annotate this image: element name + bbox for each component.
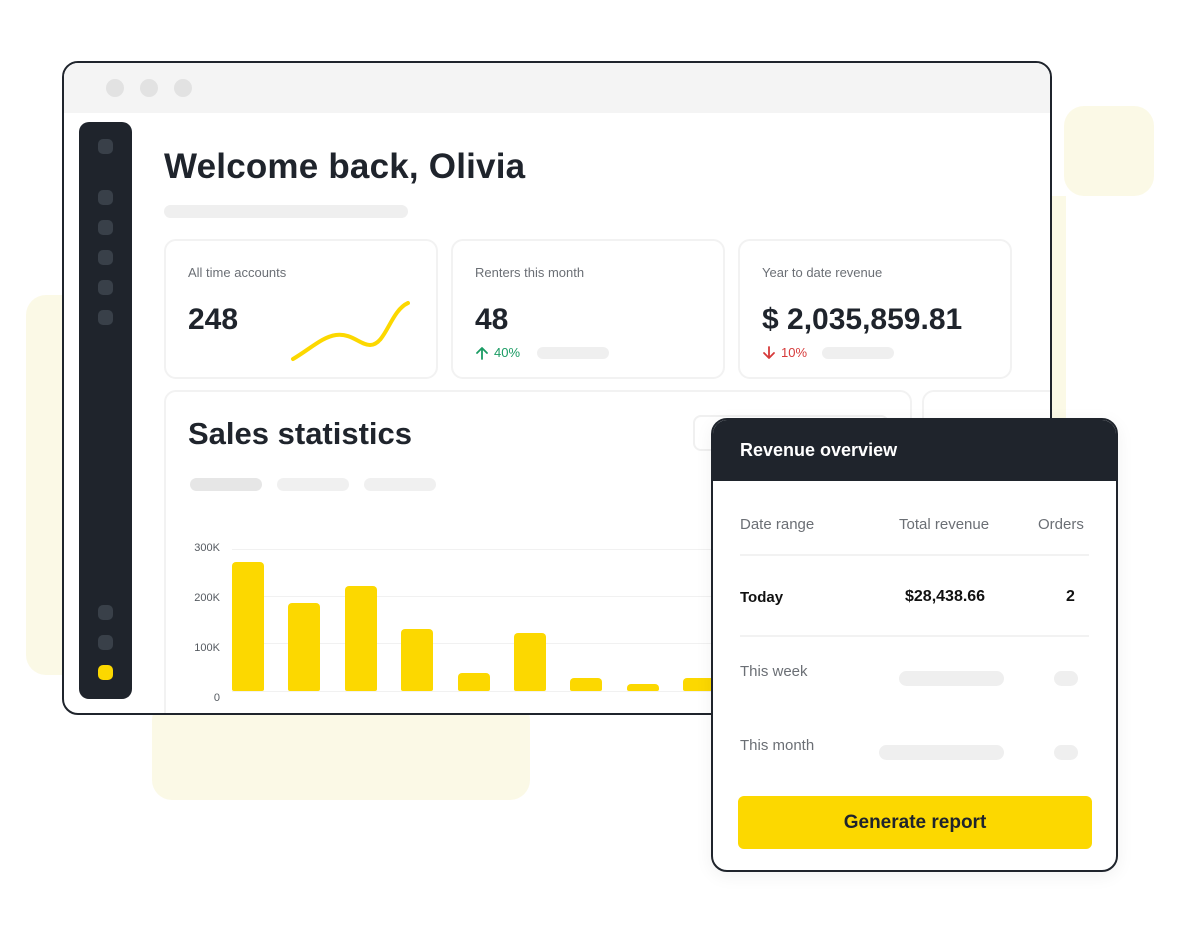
window-minimize-dot[interactable] — [140, 79, 158, 97]
table-divider — [740, 635, 1089, 637]
sidebar-nav-icon[interactable] — [98, 220, 113, 235]
subtitle-placeholder — [164, 205, 408, 218]
stat-value: 48 — [475, 303, 509, 336]
y-tick-label: 100K — [194, 642, 220, 654]
y-tick-label: 300K — [194, 542, 220, 554]
stat-card-accounts[interactable]: All time accounts 248 — [164, 239, 438, 379]
chart-bar[interactable] — [514, 633, 546, 691]
decorative-shape-bottom — [152, 700, 530, 800]
chart-bar[interactable] — [344, 586, 377, 691]
chart-bar[interactable] — [288, 603, 321, 691]
sparkline-chart — [291, 301, 410, 361]
gridline — [232, 549, 914, 550]
trend-indicator-down: 10% — [762, 345, 807, 360]
row-date-range: Today — [740, 589, 784, 606]
orders-placeholder — [1054, 745, 1078, 760]
trend-indicator-up: 40% — [475, 345, 520, 360]
arrow-up-icon — [476, 346, 488, 360]
stat-card-renters[interactable]: Renters this month 48 40% — [451, 239, 725, 379]
row-orders: 2 — [1066, 588, 1075, 605]
column-header-orders: Orders — [1038, 516, 1084, 533]
stat-label: Renters this month — [475, 265, 585, 280]
decorative-strip-right — [1052, 196, 1066, 426]
generate-report-button[interactable]: Generate report — [738, 796, 1092, 849]
sales-title: Sales statistics — [188, 416, 413, 451]
stat-value: $ 2,035,859.81 — [762, 303, 963, 336]
revenue-placeholder — [879, 745, 1004, 760]
y-tick-label: 0 — [213, 692, 220, 704]
trend-placeholder — [537, 347, 609, 359]
row-date-range: This month — [740, 737, 815, 754]
y-tick-label: 200K — [194, 592, 220, 604]
chart-bar[interactable] — [626, 684, 659, 691]
sidebar-help-icon[interactable] — [98, 635, 113, 650]
chart-tab-placeholder[interactable] — [364, 478, 436, 491]
sidebar-home-icon[interactable] — [98, 139, 113, 154]
panel-title: Revenue overview — [713, 420, 1116, 481]
chart-tab-placeholder[interactable] — [277, 478, 349, 491]
stat-label: All time accounts — [188, 265, 287, 280]
sidebar-profile-icon[interactable] — [98, 665, 113, 680]
row-total-revenue: $28,438.66 — [905, 588, 986, 605]
page-title: Welcome back, Olivia — [164, 147, 526, 186]
chart-bar[interactable] — [401, 629, 434, 691]
chart-bar[interactable] — [683, 678, 716, 691]
row-date-range: This week — [740, 663, 808, 680]
decorative-shape-right — [1064, 106, 1154, 196]
sidebar-nav-icon[interactable] — [98, 250, 113, 265]
chart-bar[interactable] — [232, 562, 264, 691]
sidebar-nav-icon[interactable] — [98, 280, 113, 295]
sales-bar-chart: 300K 200K 100K 0 — [166, 542, 914, 713]
column-header-date-range: Date range — [740, 516, 815, 533]
revenue-placeholder — [899, 671, 1004, 686]
stat-value: 248 — [188, 303, 239, 336]
table-divider — [740, 554, 1089, 556]
gridline — [232, 643, 914, 644]
gridline — [232, 596, 914, 597]
trend-placeholder — [822, 347, 894, 359]
sidebar-nav-icon[interactable] — [98, 310, 113, 325]
column-header-total-revenue: Total revenue — [899, 516, 990, 533]
revenue-overview-panel: Revenue overview Date range Total revenu… — [711, 418, 1118, 872]
trend-value: 10% — [781, 345, 808, 360]
sidebar-nav-icon[interactable] — [98, 190, 113, 205]
window-titlebar — [64, 63, 1050, 113]
gridline — [232, 691, 914, 692]
arrow-down-icon — [763, 345, 775, 359]
orders-placeholder — [1054, 671, 1078, 686]
stat-card-revenue[interactable]: Year to date revenue $ 2,035,859.81 10% — [738, 239, 1012, 379]
chart-tab-placeholder[interactable] — [190, 478, 262, 491]
sidebar — [79, 122, 132, 699]
stat-label: Year to date revenue — [762, 265, 883, 280]
sidebar-settings-icon[interactable] — [98, 605, 113, 620]
window-maximize-dot[interactable] — [174, 79, 192, 97]
window-close-dot[interactable] — [106, 79, 124, 97]
chart-bar[interactable] — [457, 673, 490, 691]
chart-bar[interactable] — [570, 678, 603, 691]
trend-value: 40% — [494, 345, 521, 360]
